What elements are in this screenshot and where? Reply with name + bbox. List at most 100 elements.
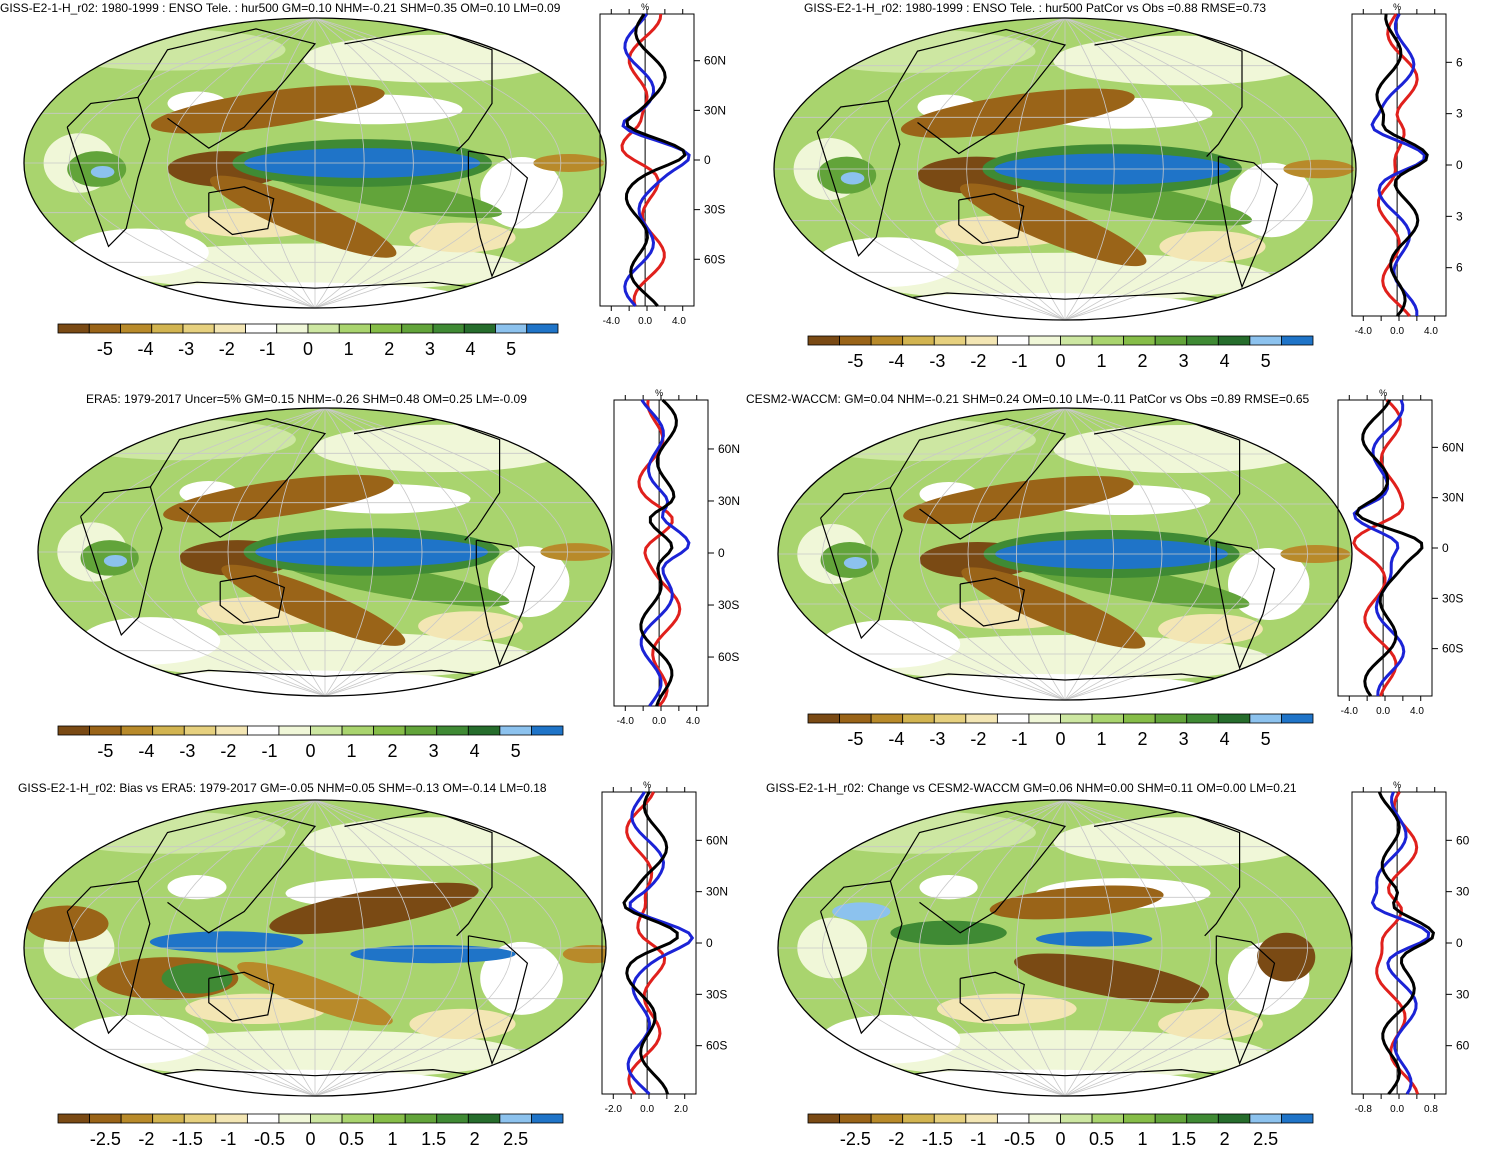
colorbar-tick-label: -0.5: [1004, 1129, 1035, 1149]
colorbar-tick-label: -2.5: [90, 1129, 121, 1149]
field-region: [80, 617, 221, 665]
zonal-lat-label: 3: [1456, 209, 1463, 223]
colorbar-tick-label: 3: [429, 741, 439, 761]
colorbar-tick-label: 1: [1138, 1129, 1148, 1149]
graticule: [774, 18, 1356, 320]
colorbar-tick-label: 2.5: [503, 1129, 528, 1149]
colorbar-swatch: [1028, 713, 1061, 724]
colorbar-swatch: [965, 335, 998, 346]
colorbar-swatch: [182, 323, 215, 334]
colorbar-swatch: [1091, 1113, 1125, 1124]
zonal-x-tick-label: 0.0: [652, 716, 666, 727]
colorbar-swatch: [965, 713, 998, 724]
zonal-curve: [1376, 13, 1419, 317]
graticule: [38, 408, 612, 696]
colorbar-tick-label: -2: [138, 1129, 154, 1149]
colorbar-tick-label: -3: [929, 729, 945, 749]
colorbar-tick-label: -5: [97, 741, 113, 761]
zonal-lat-label: 0: [718, 546, 725, 560]
colorbar-swatch: [213, 323, 246, 334]
zonal-lat-label: 30N: [718, 494, 740, 508]
colorbar-tick-label: -1: [1011, 351, 1027, 371]
zonal-lat-label: 3: [1456, 107, 1463, 121]
field-region: [890, 920, 1007, 945]
world-map: [773, 17, 1357, 321]
colorbar: -5 -4 -3 -2 -1 0 1 2 3 4 5: [57, 323, 559, 359]
colorbar-tick-label: 5: [511, 741, 521, 761]
zonal-curve: [1352, 398, 1405, 697]
zonal-curve: [1352, 399, 1406, 697]
zonal-lat-label: 60: [1456, 1039, 1470, 1053]
zonal-lat-label: 0: [1442, 541, 1449, 555]
colorbar-tick-label: -2: [220, 741, 236, 761]
drying-band: [163, 474, 394, 523]
colorbar-swatch: [404, 1113, 438, 1124]
colorbar-swatch: [120, 323, 153, 334]
colorbar-tick-label: -2: [219, 339, 235, 359]
field-region: [161, 963, 233, 994]
colorbar-tick-label: 1: [347, 741, 357, 761]
colorbar-tick-label: -4: [137, 339, 153, 359]
zonal-unit-label: %: [1393, 2, 1401, 12]
colorbar-tick-label: 5: [1261, 351, 1271, 371]
zonal-x-tick-label: -4.0: [1341, 706, 1359, 717]
colorbar-swatch: [432, 323, 465, 334]
colorbar-swatch: [870, 713, 904, 724]
zonal-lat-label: 60S: [718, 650, 739, 664]
colorbar-swatch: [467, 1113, 501, 1124]
zonal-lat-label: 30S: [718, 598, 739, 612]
colorbar-swatch: [246, 1113, 280, 1124]
colorbar-tick-label: 0: [305, 1129, 315, 1149]
drying-band: [903, 475, 1134, 525]
graticule: [778, 408, 1352, 700]
zonal-curve: [625, 791, 667, 1095]
map-border: [23, 17, 607, 309]
panel-title: GISS-E2-1-H_r02: 1980-1999 : ENSO Tele. …: [0, 1, 561, 15]
graticule: [778, 800, 1352, 1096]
colorbar-swatch: [215, 725, 248, 736]
field-region: [820, 1014, 961, 1064]
colorbar-swatch: [1154, 1113, 1188, 1124]
zonal-x-tick-label: 4.0: [686, 716, 700, 727]
colorbar-swatch: [338, 323, 371, 334]
colorbar-swatch: [183, 1113, 217, 1124]
zonal-x-tick-label: 0.0: [1390, 326, 1404, 337]
colorbar-swatch: [89, 1113, 122, 1124]
zonal-lat-label: 60N: [704, 54, 726, 68]
colorbar-tick-label: 0: [305, 741, 315, 761]
colorbar-tick-label: 2: [1138, 351, 1148, 371]
drying-band: [959, 183, 1147, 267]
colorbar-swatch: [499, 725, 532, 736]
colorbar-swatch: [88, 323, 121, 334]
colorbar-swatch: [436, 1113, 469, 1124]
equatorial-moist-anomaly: [149, 931, 304, 953]
colorbar-swatch: [152, 725, 185, 736]
panel-title: CESM2-WACCM: GM=0.04 NHM=-0.21 SHM=0.24 …: [746, 392, 1310, 406]
colorbar-swatch: [933, 713, 967, 724]
colorbar-swatch: [531, 1113, 564, 1124]
zonal-lat-label: 30: [1456, 987, 1470, 1001]
colorbar-swatch: [152, 1113, 185, 1124]
colorbar-swatch: [373, 725, 406, 736]
colorbar-swatch: [1091, 713, 1125, 724]
colorbar-swatch: [531, 725, 564, 736]
zonal-curve: [622, 791, 679, 1095]
zonal-lat-label: 30S: [704, 203, 725, 217]
colorbar-tick-label: 3: [425, 339, 435, 359]
zonal-x-tick-label: 0.0: [638, 316, 652, 327]
colorbar-tick-label: 2.5: [1253, 1129, 1278, 1149]
equatorial-moist-anomaly: [350, 944, 516, 964]
colorbar-tick-label: 3: [1179, 729, 1189, 749]
bias-band: [269, 882, 479, 935]
zonal-lat-label: 60: [1456, 833, 1470, 847]
colorbar-tick-label: -1.5: [922, 1129, 953, 1149]
zonal-curve: [639, 398, 678, 707]
zonal-mean-plot: % -4.0 0.0 4.0 60N 30N 0 30S 60S: [1337, 388, 1464, 717]
zonal-x-tick-label: 4.0: [672, 316, 686, 327]
zonal-curve: [1375, 13, 1429, 317]
colorbar-swatch: [1281, 713, 1314, 724]
colorbar-tick-label: -1: [259, 339, 275, 359]
map-border: [773, 17, 1357, 321]
world-map: [23, 17, 607, 309]
zonal-mean-plot: % -4.0 0.0 4.0 60N 30N 0 30S 60S: [613, 388, 740, 727]
